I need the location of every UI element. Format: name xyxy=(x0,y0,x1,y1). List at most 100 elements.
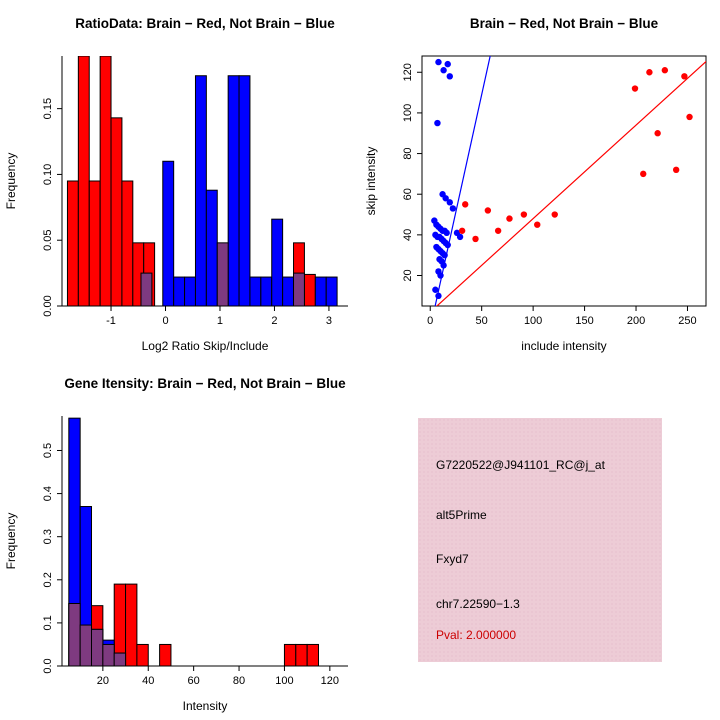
x-tick-label: 60 xyxy=(188,675,200,687)
gene-name-text: Fxyd7 xyxy=(436,552,469,566)
scatter-point-red xyxy=(506,215,513,222)
scatter-point-red xyxy=(686,113,693,121)
histogram-bar-blue xyxy=(79,506,93,666)
y-tick-label: 0.3 xyxy=(42,529,54,544)
x-tick-label: 80 xyxy=(233,675,245,687)
histogram-bar-blue xyxy=(173,276,186,306)
scatter-point-red xyxy=(681,73,688,80)
scatter-point-red xyxy=(484,207,492,214)
histogram-bar-red xyxy=(77,56,90,306)
histogram-bar-red xyxy=(99,56,112,306)
histogram-bar-red xyxy=(283,643,297,666)
x-tick-label: -1 xyxy=(106,315,116,327)
scatter-point-red xyxy=(631,85,639,92)
scatter-point-blue xyxy=(444,241,451,249)
scatter-point-blue xyxy=(442,195,449,202)
histogram-bar-purple xyxy=(216,242,229,306)
histogram-bar-purple xyxy=(68,603,81,666)
y-tick-label: 60 xyxy=(402,188,414,200)
x-tick-label: 3 xyxy=(326,315,332,327)
y-tick-label: 0.0 xyxy=(42,658,54,673)
y-tick-label: 80 xyxy=(402,147,414,159)
histogram-bar-blue xyxy=(314,276,327,306)
histogram-bar-blue xyxy=(227,75,240,306)
y-tick-label: 0.1 xyxy=(42,615,54,630)
histogram-bar-red xyxy=(295,643,308,666)
histogram-bar-blue xyxy=(162,160,175,306)
x-tick-label: 250 xyxy=(678,315,696,327)
info-box: G7220522@J941101_RC@j_at alt5Prime Fxyd7… xyxy=(418,418,662,662)
scatter-point-blue xyxy=(440,67,447,74)
x-axis-label: include intensity xyxy=(521,339,606,353)
scatter-point-red xyxy=(640,170,647,178)
histogram-bar-red xyxy=(121,180,134,306)
scatter-point-blue xyxy=(443,229,450,237)
scatter-point-blue xyxy=(444,60,451,68)
histogram-bar-red xyxy=(88,180,101,306)
scatter-point-blue xyxy=(446,73,453,80)
location-text: chr7.22590−1.3 xyxy=(436,597,520,611)
x-axis-label: Intensity xyxy=(183,699,228,713)
histogram-bar-blue xyxy=(260,276,273,306)
scatter-point-red xyxy=(534,221,541,228)
y-tick-label: 100 xyxy=(402,104,414,122)
scatter-point-blue xyxy=(432,286,439,293)
histogram-bar-purple xyxy=(91,628,104,666)
x-tick-label: 0 xyxy=(427,315,433,327)
scatter-point-red xyxy=(654,130,661,137)
y-tick-label: 20 xyxy=(402,269,414,281)
y-tick-label: 120 xyxy=(402,63,414,81)
plot-frame xyxy=(421,55,707,307)
histogram-bar-red xyxy=(303,273,316,306)
x-tick-label: 50 xyxy=(476,315,488,327)
y-tick-label: 0.10 xyxy=(42,164,54,185)
histogram-bar-blue xyxy=(249,276,262,306)
scatter-point-red xyxy=(672,166,680,174)
scatter-point-blue xyxy=(446,199,453,206)
x-tick-label: 120 xyxy=(321,675,339,687)
scatter-point-red xyxy=(458,227,466,234)
chart-title: Gene Itensity: Brain − Red, Not Brain − … xyxy=(64,376,346,391)
histogram-bar-blue xyxy=(194,75,207,306)
chart-title: Brain − Red, Not Brain − Blue xyxy=(470,16,659,31)
pval-text: Pval: 2.000000 xyxy=(436,628,517,642)
scatter-point-blue xyxy=(441,251,448,259)
y-axis-label: Frequency xyxy=(4,513,18,570)
scatter-point-blue xyxy=(456,233,464,241)
histogram-bar-blue xyxy=(184,276,196,306)
histogram-bar-blue xyxy=(238,75,251,306)
x-tick-label: 1 xyxy=(217,315,223,327)
histogram-bar-red xyxy=(306,643,319,666)
x-tick-label: 200 xyxy=(627,315,645,327)
scatter-point-blue xyxy=(449,205,457,212)
x-tick-label: 40 xyxy=(142,675,154,687)
y-tick-label: 0.05 xyxy=(42,229,54,250)
scatter-point-blue xyxy=(434,119,441,127)
scatter-point-red xyxy=(551,211,558,218)
y-axis-label: Frequency xyxy=(4,153,18,210)
histogram-bar-purple xyxy=(140,272,153,306)
histogram-bar-blue xyxy=(205,189,218,306)
scatter-point-blue xyxy=(435,58,442,66)
histogram-bar-purple xyxy=(113,652,127,666)
scatter-point-blue xyxy=(437,272,444,279)
y-tick-label: 0.4 xyxy=(42,486,54,501)
x-tick-label: 150 xyxy=(575,315,593,327)
histogram-bar-purple xyxy=(102,643,115,666)
histogram-bar-red xyxy=(159,643,172,666)
x-tick-label: 2 xyxy=(271,315,277,327)
y-axis-label: skip intensity xyxy=(364,147,378,216)
event-type-text: alt5Prime xyxy=(436,508,487,522)
histogram-bar-blue xyxy=(325,276,338,306)
histogram-bar-red xyxy=(66,180,79,306)
probe-id-text: G7220522@J941101_RC@j_at xyxy=(436,458,605,472)
ratio-histogram-chart: RatioData: Brain − Red, Not Brain − Blue… xyxy=(4,16,348,353)
x-tick-label: 100 xyxy=(275,675,293,687)
histogram-bar-purple xyxy=(79,624,93,666)
y-tick-label: 0.2 xyxy=(42,572,54,587)
histogram-bar-blue xyxy=(282,276,295,306)
scatter-point-red xyxy=(661,67,669,74)
y-tick-label: 40 xyxy=(402,229,414,241)
intensity-scatter-chart: Brain − Red, Not Brain − Blue 0 50 100 150 20… xyxy=(364,16,707,353)
